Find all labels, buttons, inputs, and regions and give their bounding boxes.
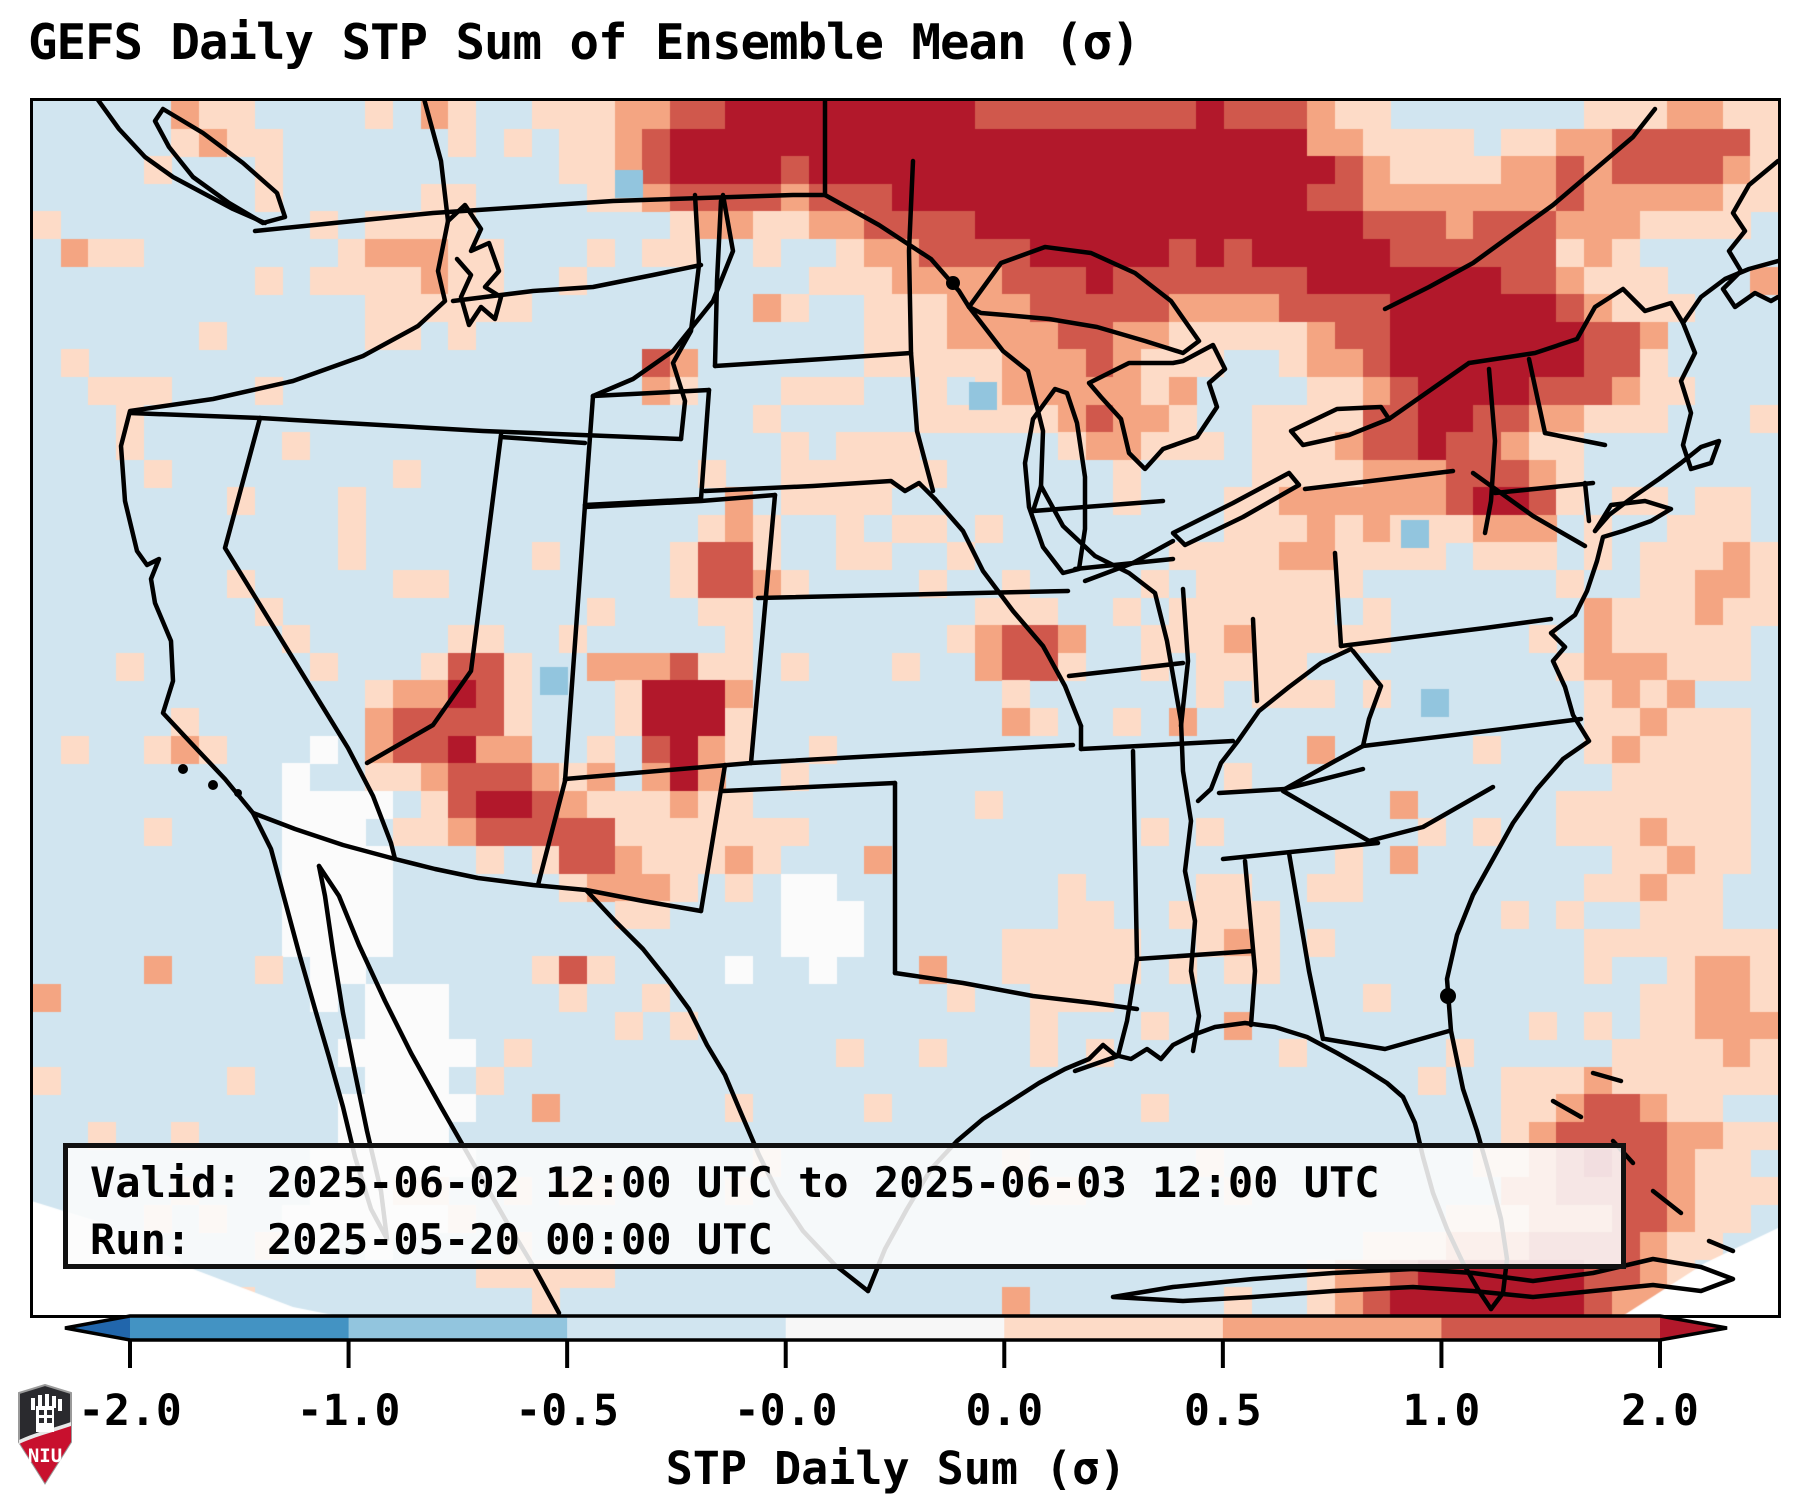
niu-logo: NIU bbox=[18, 1384, 72, 1485]
colorbar-tick-1.0: 1.0 bbox=[1402, 1386, 1481, 1436]
colorbar-tick--0.0: -0.0 bbox=[733, 1386, 838, 1436]
colorbar-tick-0.0: 0.0 bbox=[965, 1386, 1044, 1436]
niu-logo-text: NIU bbox=[28, 1445, 62, 1467]
run-time-text: Run: 2025-05-20 00:00 UTC bbox=[90, 1215, 773, 1264]
colorbar-tick-0.5: 0.5 bbox=[1184, 1386, 1262, 1436]
colorbar-tick-2.0: 2.0 bbox=[1621, 1386, 1699, 1436]
info-box: Valid: 2025-06-02 12:00 UTC to 2025-06-0… bbox=[63, 1143, 1626, 1269]
colorbar-tick--1.0: -1.0 bbox=[296, 1386, 401, 1436]
castle-icon bbox=[31, 1394, 62, 1432]
colorbar-tick--0.5: -0.5 bbox=[515, 1386, 619, 1436]
geography-outlines bbox=[96, 101, 1778, 1315]
valid-time-text: Valid: 2025-06-02 12:00 UTC to 2025-06-0… bbox=[90, 1158, 1380, 1207]
colorbar-tick--2.0: -2.0 bbox=[78, 1386, 182, 1436]
page-title: GEFS Daily STP Sum of Ensemble Mean (σ) bbox=[28, 14, 1141, 71]
colorbar: -2.0 -1.0 -0.5 -0.0 0.0 0.5 1.0 2.0 STP Daily S… bbox=[0, 1310, 1803, 1506]
colorbar-axis-label: STP Daily Sum (σ) bbox=[665, 1442, 1127, 1495]
map-plot-area: Valid: 2025-06-02 12:00 UTC to 2025-06-0… bbox=[30, 98, 1781, 1318]
colorbar-bar bbox=[64, 1314, 1728, 1368]
